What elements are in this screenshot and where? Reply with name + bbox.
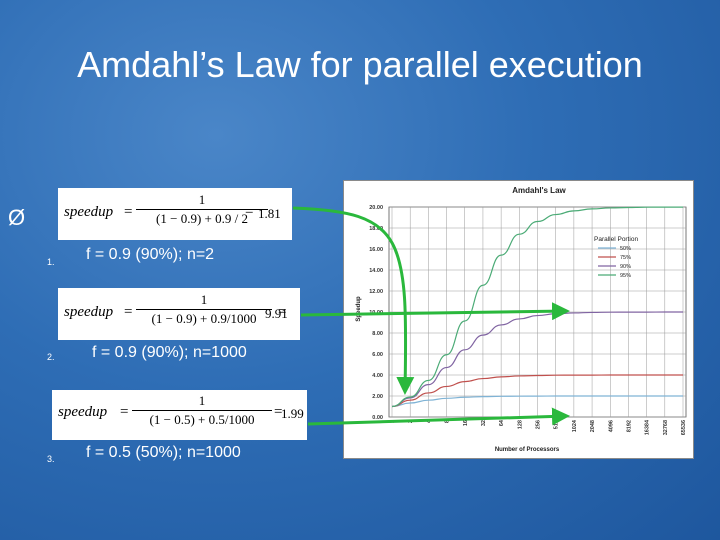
chart-x-axis-label: Number of Processors: [495, 447, 560, 453]
formula-lhs: speedup: [64, 204, 114, 220]
legend-item: 95%: [620, 273, 631, 279]
arrow-1: [292, 206, 415, 395]
formula-lhs: speedup: [58, 404, 108, 420]
formula-result: 9.91: [265, 306, 288, 321]
chart-panel: 0.00 2.00 4.00 6.00 8.00 10.00 12.00 14.00 16.00…: [343, 180, 694, 459]
x-tick-label: 8: [445, 420, 451, 423]
formula-equals: =: [245, 204, 254, 220]
formula-equals: =: [274, 404, 283, 420]
y-tick-label: 4.00: [372, 373, 383, 379]
legend-item: 50%: [620, 246, 631, 252]
formula-equals: =: [120, 404, 129, 420]
y-tick-label: 2.00: [372, 394, 383, 400]
formula-result: 1.99: [281, 406, 304, 421]
formula-fraction: 1 (1 − 0.5) + 0.5/1000: [132, 393, 272, 428]
formula-result: 1.81: [258, 206, 281, 221]
formula-lhs: speedup: [64, 304, 114, 320]
formula-fraction: 1 (1 − 0.9) + 0.9/1000: [136, 292, 272, 327]
legend-title: Parallel Portion: [594, 236, 638, 243]
formula-1: speedup = 1 (1 − 0.9) + 0.9 / 2 = 1.81: [58, 188, 292, 240]
x-tick-label: 256: [536, 420, 542, 429]
item-number: 1.: [47, 257, 55, 267]
chart-title: Amdahl's Law: [512, 186, 566, 195]
chart-y-axis-label: Speedup: [356, 296, 362, 322]
item-number: 3.: [47, 454, 55, 464]
x-tick-label: 16384: [645, 419, 651, 435]
x-tick-label: 64: [499, 419, 505, 426]
y-tick-label: 8.00: [372, 331, 383, 337]
formula-denominator: (1 − 0.9) + 0.9 / 2: [156, 211, 248, 226]
x-tick-label: 8192: [626, 420, 632, 432]
formula-fraction: 1 (1 − 0.9) + 0.9 / 2: [136, 192, 268, 227]
x-tick-label: 2048: [590, 420, 596, 432]
formula-denominator: (1 − 0.5) + 0.5/1000: [149, 412, 255, 427]
y-tick-label: 6.00: [372, 352, 383, 358]
formula-2: speedup = 1 (1 − 0.9) + 0.9/1000 = 9.91: [58, 288, 300, 340]
y-tick-label: 12.00: [369, 289, 383, 295]
item-number: 2.: [47, 352, 55, 362]
x-tick-label: 32768: [663, 420, 669, 435]
formula-numerator: 1: [132, 393, 272, 411]
y-tick-label: 16.00: [369, 247, 383, 253]
formula-3: speedup = 1 (1 − 0.5) + 0.5/1000 = 1.99: [52, 390, 307, 440]
x-tick-label: 16: [463, 420, 469, 426]
formula-denominator: (1 − 0.9) + 0.9/1000: [151, 311, 257, 326]
x-tick-label: 32: [481, 420, 487, 426]
x-tick-label: 128: [517, 420, 523, 429]
item-text: f = 0.5 (50%); n=1000: [86, 444, 241, 461]
y-tick-label: 14.00: [369, 268, 383, 274]
arrow-2: [300, 302, 570, 321]
formula-equals: =: [124, 304, 133, 320]
formula-equals: =: [278, 304, 287, 320]
x-tick-label: 4096: [608, 420, 614, 432]
formula-numerator: 1: [136, 192, 268, 210]
legend-item: 90%: [620, 264, 631, 270]
x-tick-label: 1024: [572, 419, 578, 432]
bullet-arrow-icon: Ø: [8, 205, 26, 230]
y-tick-label: 0.00: [372, 415, 383, 421]
legend-item: 75%: [620, 255, 631, 261]
item-text: f = 0.9 (90%); n=1000: [92, 344, 247, 361]
x-tick-label: 65536: [681, 420, 687, 435]
item-text: f = 0.9 (90%); n=2: [86, 246, 215, 263]
arrow-3: [307, 407, 570, 426]
formula-numerator: 1: [136, 292, 272, 310]
formula-equals: =: [124, 204, 133, 220]
slide-title: Amdahl’s Law for parallel execution: [77, 44, 643, 85]
y-tick-label: 20.00: [369, 205, 383, 211]
y-tick-label: 18.00: [369, 226, 383, 232]
